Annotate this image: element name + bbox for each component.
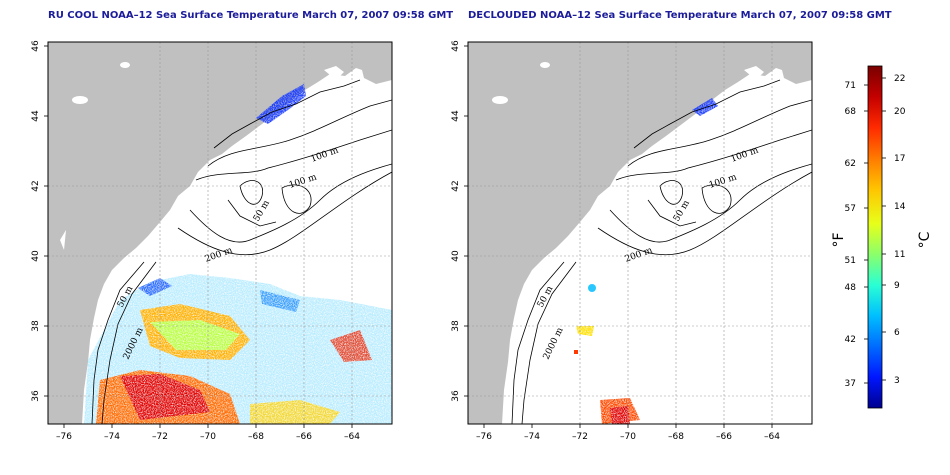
lon-tick-label: –74: [524, 432, 540, 442]
lon-tick-label: –70: [620, 432, 636, 442]
lon-tick-label: –72: [152, 432, 168, 442]
lat-tick-label: 44: [451, 110, 461, 122]
lon-tick-label: –76: [56, 432, 72, 442]
right-sst-map: [468, 42, 812, 424]
celsius-tick-label: 22: [894, 74, 905, 84]
lon-tick-label: –64: [764, 432, 780, 442]
fahrenheit-tick-label: 71: [845, 81, 856, 91]
celsius-tick-label: 17: [894, 154, 905, 164]
colorbar-celsius-ticks: 22 20 17 14 11 9 6 3: [882, 74, 906, 386]
celsius-tick-label: 3: [894, 376, 900, 386]
lon-tick-label: –70: [200, 432, 216, 442]
celsius-unit-label: °C: [917, 231, 933, 248]
fahrenheit-tick-label: 57: [845, 204, 856, 214]
temperature-colorbar: 71 68 62 57 51 48 42 37 22 20 17 14 11 9 6 3 °F °C: [831, 65, 933, 409]
lat-tick-label: 40: [31, 250, 41, 262]
celsius-tick-label: 14: [894, 202, 906, 212]
lat-tick-label: 46: [451, 40, 461, 52]
lat-tick-label: 38: [451, 320, 461, 332]
lat-tick-label: 38: [31, 320, 41, 332]
celsius-tick-label: 20: [894, 107, 906, 117]
lon-tick-label: –74: [104, 432, 120, 442]
lon-tick-label: –66: [296, 432, 312, 442]
left-sst-map: [48, 42, 392, 424]
celsius-tick-label: 6: [894, 328, 900, 338]
fahrenheit-tick-label: 51: [845, 256, 856, 266]
lat-tick-label: 46: [31, 40, 41, 52]
fahrenheit-tick-label: 62: [845, 159, 856, 169]
land-mass: [468, 42, 812, 424]
lon-tick-label: –76: [476, 432, 492, 442]
colorbar-fahrenheit-ticks: 71 68 62 57 51 48 42 37: [845, 81, 868, 389]
right-axis-ticks: –76 –74 –72 –70 –68 –66 –64 36 38 40 42 44 46: [451, 40, 780, 442]
celsius-tick-label: 11: [894, 250, 905, 260]
lat-tick-label: 36: [451, 390, 461, 402]
fahrenheit-unit-label: °F: [831, 232, 847, 247]
left-axis-ticks: –76 –74 –72 –70 –68 –66 –64 36 38 40 42 44 46: [31, 40, 360, 442]
lat-tick-label: 44: [31, 110, 41, 122]
lat-tick-label: 42: [31, 180, 41, 191]
fahrenheit-tick-label: 48: [845, 283, 857, 293]
left-map-title: RU COOL NOAA–12 Sea Surface Temperature …: [48, 10, 454, 21]
lon-tick-label: –66: [716, 432, 732, 442]
lon-tick-label: –72: [572, 432, 588, 442]
lat-tick-label: 36: [31, 390, 41, 402]
right-map-title: DECLOUDED NOAA–12 Sea Surface Temperatur…: [468, 10, 892, 21]
lon-tick-label: –64: [344, 432, 360, 442]
lat-tick-label: 40: [451, 250, 461, 262]
lon-tick-label: –68: [668, 432, 684, 442]
fahrenheit-tick-label: 37: [845, 379, 856, 389]
celsius-tick-label: 9: [894, 281, 900, 291]
lon-tick-label: –68: [248, 432, 264, 442]
fahrenheit-tick-label: 42: [845, 335, 856, 345]
fahrenheit-tick-label: 68: [845, 107, 857, 117]
land-mass: [48, 42, 392, 424]
lat-tick-label: 42: [451, 180, 461, 191]
